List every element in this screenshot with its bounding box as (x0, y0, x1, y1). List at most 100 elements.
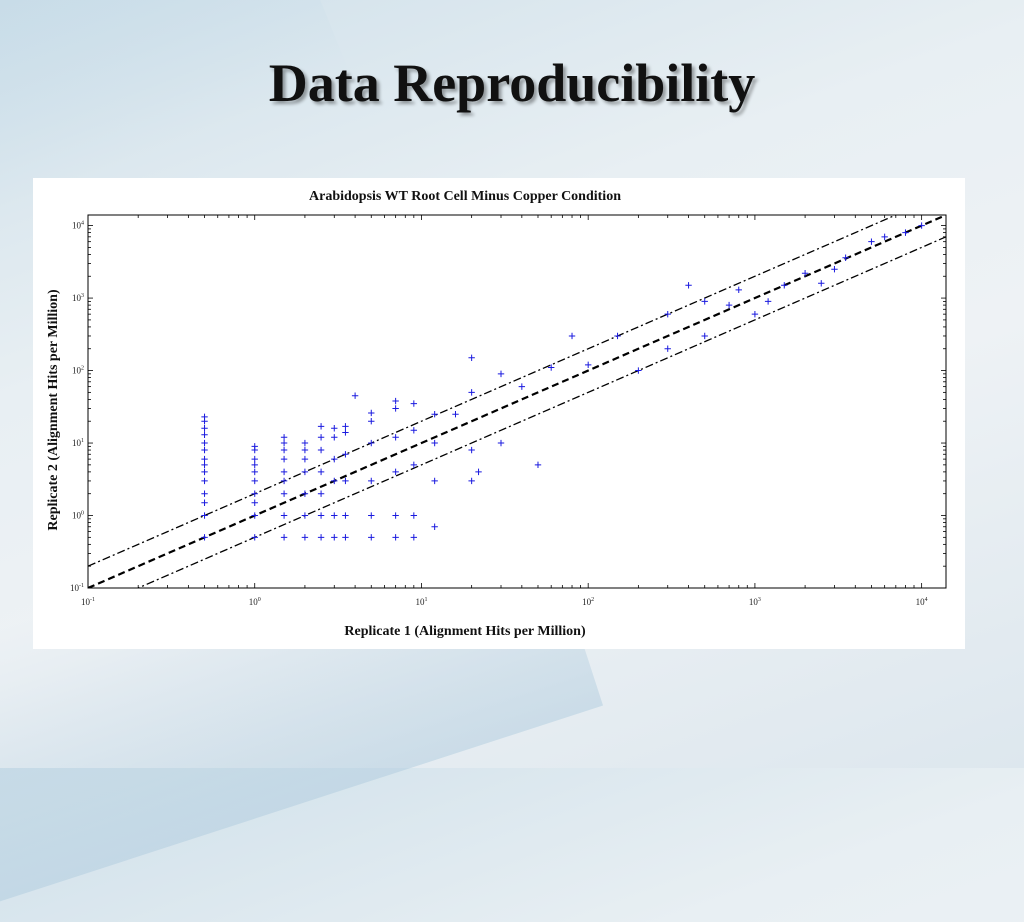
data-point (351, 392, 359, 399)
data-point (392, 534, 399, 541)
slide-title: Data Reproducibility (268, 53, 756, 113)
data-point (251, 455, 258, 463)
data-point (547, 364, 555, 371)
data-point (280, 490, 288, 497)
data-point (868, 238, 875, 245)
y-tick-label: 102 (72, 366, 84, 376)
data-point (280, 512, 288, 519)
data-point (301, 512, 309, 519)
data-point (518, 383, 526, 390)
data-point (331, 434, 338, 441)
data-point (331, 425, 338, 432)
data-point (201, 534, 208, 541)
data-point (410, 400, 418, 407)
reference-line-2 (88, 215, 898, 567)
data-point (831, 266, 838, 273)
data-point (317, 468, 325, 476)
data-point (918, 222, 925, 229)
data-point (392, 397, 399, 405)
data-point (251, 534, 258, 541)
data-point (342, 512, 349, 519)
reference-line-3 (136, 236, 946, 588)
data-point (410, 461, 418, 469)
x-tick-label: 101 (415, 597, 427, 607)
data-point (431, 439, 438, 447)
data-point (735, 286, 742, 294)
data-point (468, 354, 475, 361)
data-point (392, 512, 399, 519)
data-point (251, 490, 258, 497)
data-point (701, 298, 708, 305)
data-point (431, 477, 438, 485)
data-point (497, 439, 505, 447)
data-point (468, 477, 475, 485)
y-tick-label: 101 (72, 438, 84, 448)
data-point (368, 534, 375, 541)
data-point (801, 270, 809, 277)
data-point (410, 512, 418, 519)
data-points (201, 222, 925, 541)
data-point (317, 512, 325, 519)
data-point (201, 490, 208, 497)
data-point (368, 409, 375, 417)
data-point (251, 499, 258, 506)
chart-panel: Arabidopsis WT Root Cell Minus Copper Co… (33, 178, 965, 649)
data-point (201, 499, 208, 506)
data-point (368, 439, 375, 447)
data-point (317, 490, 325, 497)
reference-lines (88, 215, 946, 588)
data-point (251, 477, 258, 485)
data-point (201, 446, 208, 454)
data-point (280, 468, 288, 476)
data-point (280, 455, 288, 463)
x-tick-label: 10-1 (81, 597, 95, 607)
data-point (280, 434, 288, 441)
data-point (818, 280, 825, 287)
data-point (468, 446, 475, 454)
data-point (201, 455, 208, 463)
data-point (584, 361, 592, 369)
data-point (317, 534, 325, 541)
data-point (301, 446, 309, 454)
data-point (251, 443, 258, 450)
data-point (280, 446, 288, 454)
data-point (764, 298, 772, 305)
data-point (301, 439, 309, 447)
data-point (781, 282, 788, 289)
data-point (342, 423, 349, 430)
data-point (201, 431, 208, 438)
data-point (342, 429, 349, 436)
data-point (614, 332, 621, 340)
scatter-chart: Arabidopsis WT Root Cell Minus Copper Co… (46, 189, 947, 639)
x-tick-label: 102 (582, 597, 594, 607)
data-point (475, 468, 482, 476)
data-point (452, 410, 459, 418)
data-point (301, 534, 309, 541)
data-point (342, 534, 349, 541)
data-point (568, 332, 576, 340)
data-point (342, 451, 349, 458)
data-point (431, 523, 438, 530)
y-tick-label: 100 (72, 511, 84, 521)
data-point (331, 512, 338, 519)
x-tick-label: 104 (916, 597, 928, 607)
data-point (301, 490, 309, 497)
data-point (392, 468, 399, 476)
data-point (201, 413, 208, 421)
data-point (201, 468, 208, 476)
data-point (368, 477, 375, 485)
data-point (410, 427, 418, 434)
data-point (301, 455, 309, 463)
data-point (201, 512, 208, 519)
data-point (368, 512, 375, 519)
data-point (842, 254, 849, 261)
data-point (342, 477, 349, 485)
data-point (534, 461, 542, 469)
data-point (664, 345, 671, 352)
data-point (331, 477, 338, 485)
data-point (201, 439, 208, 447)
x-tick-label: 103 (749, 597, 761, 607)
y-axis-title: Replicate 2 (Alignment Hits per Million) (46, 289, 61, 531)
data-point (251, 468, 258, 476)
data-point (317, 446, 325, 454)
